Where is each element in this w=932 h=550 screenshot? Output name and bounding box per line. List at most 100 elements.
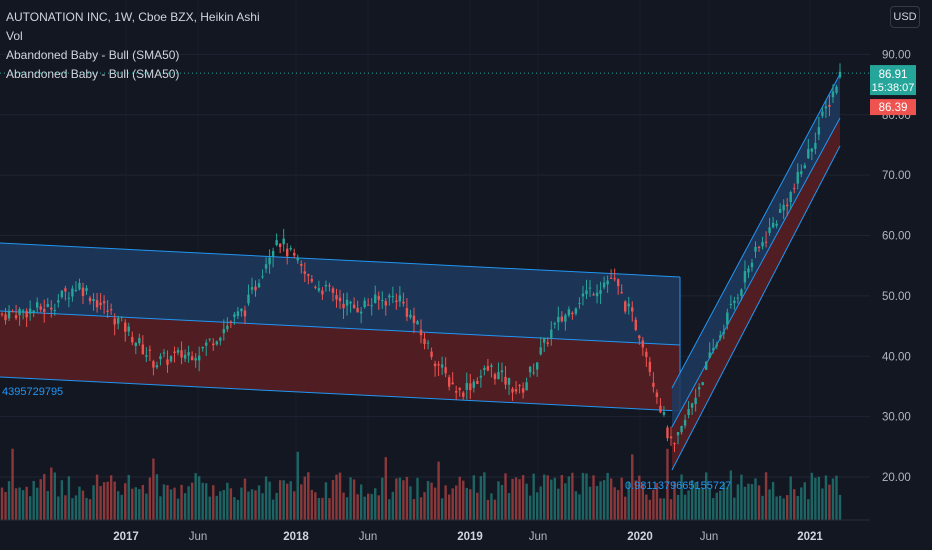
volume-bar — [43, 474, 46, 520]
volume-bar — [169, 489, 173, 520]
volume-bar — [740, 474, 743, 520]
volume-bar — [215, 495, 218, 520]
candle-body — [831, 91, 835, 98]
candle-body — [500, 370, 504, 373]
price-tick-label: 20.00 — [882, 472, 911, 484]
candle-body — [616, 279, 620, 286]
volume-bar — [18, 487, 21, 520]
volume-bar — [120, 494, 123, 520]
volume-bar — [560, 474, 564, 520]
volume-bar — [557, 488, 560, 520]
candle-body — [430, 351, 433, 357]
candle-body — [803, 165, 806, 169]
volume-bar — [571, 472, 574, 520]
indicator-label-2[interactable]: Abandoned Baby - Bull (SMA50) — [6, 67, 180, 81]
volume-bar — [314, 492, 317, 520]
candle-body — [775, 223, 778, 226]
volume-bar — [99, 486, 102, 520]
volume-bar — [655, 483, 659, 520]
volume-bar — [317, 498, 321, 520]
candle-body — [694, 397, 697, 405]
candle-body — [314, 286, 317, 288]
candle-body — [212, 343, 215, 346]
volume-bar — [352, 479, 356, 520]
volume-indicator-label[interactable]: Vol — [6, 29, 23, 43]
volume-bar — [268, 481, 271, 520]
volume-bar — [53, 472, 57, 520]
volume-bar — [532, 473, 535, 520]
volume-bar — [564, 483, 567, 520]
candle-body — [595, 292, 599, 297]
candle-body — [750, 262, 754, 268]
channel-line[interactable] — [0, 376, 681, 412]
volume-bar — [384, 457, 387, 520]
volume-bar — [229, 488, 233, 520]
candle-body — [303, 271, 307, 274]
volume-bar — [493, 499, 497, 520]
volume-bar — [631, 454, 634, 520]
volume-bar — [550, 479, 553, 520]
candle-body — [264, 264, 268, 269]
channel-line[interactable] — [0, 310, 681, 346]
volume-bar — [11, 448, 14, 520]
volume-bar — [335, 474, 338, 520]
symbol-title[interactable]: AUTONATION INC, 1W, Cboe BZX, Heikin Ash… — [6, 10, 260, 24]
volume-bar — [754, 478, 757, 520]
candle-body — [226, 325, 229, 330]
candle-body — [148, 349, 152, 351]
candle-body — [317, 288, 321, 291]
volume-bar — [627, 481, 630, 520]
candle-body — [338, 297, 342, 302]
volume-bar — [423, 492, 426, 520]
candle-body — [173, 351, 176, 354]
candle-body — [95, 300, 99, 308]
volume-bar — [437, 461, 440, 520]
candle-body — [789, 192, 792, 202]
candle-body — [458, 388, 461, 390]
volume-bar — [782, 498, 785, 520]
volume-bar — [176, 498, 180, 520]
volume-bar — [356, 494, 359, 520]
volume-bar — [567, 476, 571, 520]
volume-bar — [240, 487, 243, 520]
candle-body — [810, 148, 814, 152]
candle-body — [550, 329, 553, 339]
volume-bar — [669, 499, 673, 520]
candle-body — [560, 316, 564, 322]
volume-bar — [349, 477, 352, 520]
candle-body — [676, 432, 680, 436]
candle-body — [736, 297, 740, 299]
currency-button[interactable]: USD — [890, 6, 920, 28]
channel2-line[interactable] — [671, 73, 841, 389]
candle-body — [472, 381, 476, 388]
volume-bar — [796, 495, 799, 520]
volume-bar — [102, 482, 106, 520]
channel2-line[interactable] — [671, 117, 841, 428]
candle-body — [592, 294, 595, 296]
volume-bar — [233, 497, 236, 520]
time-axis[interactable]: 2017 Jun 2018 Jun 2019 Jun 2020 Jun 2021 — [0, 519, 870, 543]
candle-body — [219, 337, 222, 341]
candle-body — [57, 300, 60, 303]
volume-bar — [673, 481, 676, 520]
candle-body — [824, 106, 828, 109]
candle-body — [599, 290, 602, 294]
indicator-label-1[interactable]: Abandoned Baby - Bull (SMA50) — [6, 48, 180, 62]
candle-body — [278, 243, 282, 248]
volume-bar — [338, 472, 342, 520]
candle-body — [490, 365, 493, 367]
volume-bar — [247, 491, 250, 520]
volume-bar — [775, 496, 778, 520]
candle-body — [507, 378, 511, 385]
candle-body — [476, 380, 479, 384]
volume-bar — [697, 488, 701, 520]
volume-bar — [173, 487, 176, 520]
candle-body — [43, 308, 46, 313]
volume-bar — [278, 480, 282, 520]
channel2-line[interactable] — [671, 145, 841, 471]
channel-line[interactable] — [0, 242, 681, 278]
candle-body — [176, 349, 180, 353]
candle-body — [169, 356, 173, 362]
candle-body — [32, 310, 35, 313]
